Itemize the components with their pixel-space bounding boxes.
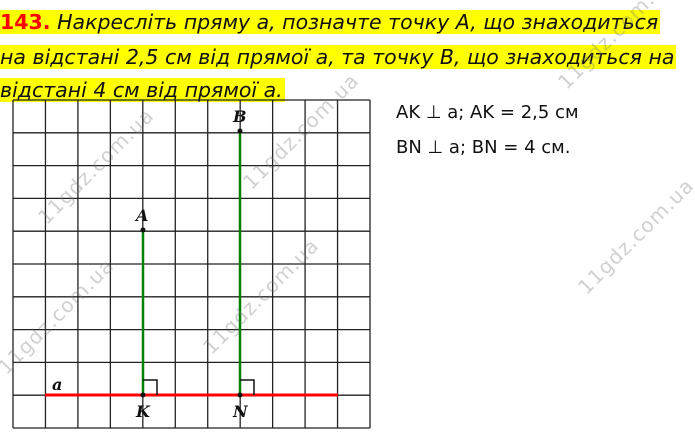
label-n: N	[232, 402, 249, 421]
answer-line-1: AK ⊥ a; AK = 2,5 см	[396, 102, 579, 123]
point-n	[237, 392, 243, 398]
right-angle-n	[240, 379, 255, 395]
label-b: B	[232, 107, 247, 126]
point-a	[140, 227, 146, 233]
task-number: 143.	[0, 10, 51, 34]
task-line-2: на відстані 2,5 см від прямої a, та точк…	[0, 45, 677, 69]
point-k	[140, 392, 146, 398]
grid	[12, 99, 371, 429]
right-angle-k	[143, 379, 158, 395]
label-a: A	[134, 206, 148, 225]
answer-line-2: BN ⊥ a; BN = 4 см.	[396, 137, 571, 158]
task-line-1: 143. Накресліть пряму a, позначте точку …	[0, 10, 661, 34]
label-a-line: a	[52, 375, 62, 394]
point-b	[237, 128, 243, 134]
task-line-3: відстані 4 см від прямої a.	[0, 78, 285, 102]
label-k: K	[135, 402, 151, 421]
